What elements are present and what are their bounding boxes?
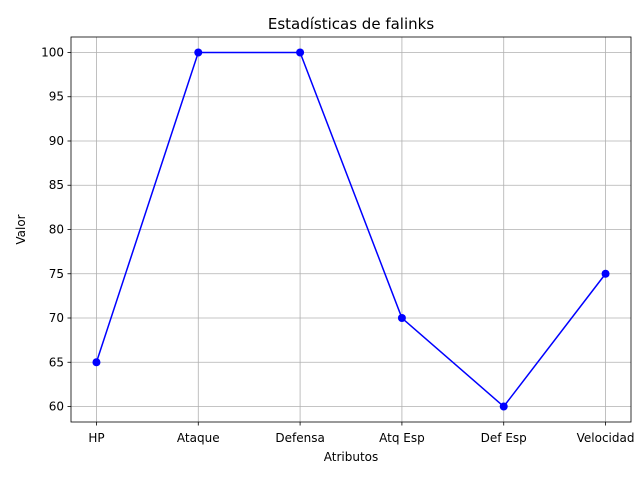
x-axis-ticks: HP Ataque Defensa Atq Esp Def Esp Velocidad [88,422,634,445]
y-axis-ticks: 60 65 70 75 80 85 90 95 100 [41,45,71,414]
x-tick-label: Ataque [177,431,220,445]
y-tick-label: 65 [49,355,64,369]
x-tick-label: Atq Esp [379,431,425,445]
series-line [95,51,607,408]
y-tick-label: 90 [49,134,64,148]
y-tick-label: 95 [49,90,64,104]
y-tick-label: 70 [49,311,64,325]
y-axis-label: Valor [14,214,28,244]
x-tick-label: Defensa [275,431,324,445]
x-tick-label: Def Esp [481,431,527,445]
grid [71,37,631,422]
y-tick-label: 80 [49,223,64,237]
series-layer [92,48,610,411]
y-tick-label: 75 [49,267,64,281]
y-tick-label: 60 [49,400,64,414]
data-point [194,48,203,57]
data-point [499,402,508,411]
data-point [601,269,610,278]
chart-title: Estadísticas de falinks [268,15,434,33]
y-tick-label: 100 [41,45,64,59]
data-point [296,48,305,57]
x-tick-label: HP [88,431,104,445]
x-tick-label: Velocidad [577,431,635,445]
data-point [92,358,101,367]
x-axis-label: Atributos [324,450,379,464]
y-tick-label: 85 [49,178,64,192]
data-point [397,314,406,323]
